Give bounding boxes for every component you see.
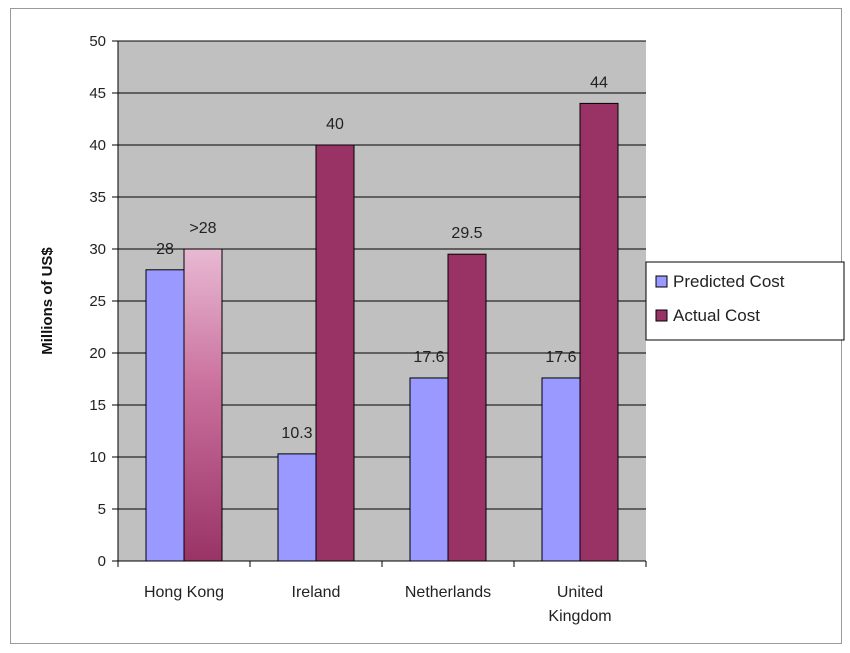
x-tick-label: Netherlands — [405, 584, 491, 601]
category-labels: Hong Kong Ireland Netherlands United Kingdom — [144, 584, 612, 625]
y-tick-label: 5 — [98, 501, 106, 518]
data-label: >28 — [189, 220, 216, 237]
bars — [145, 102, 619, 562]
y-tick-label: 30 — [89, 241, 106, 258]
x-tick-label: Hong Kong — [144, 584, 224, 601]
data-label: 44 — [590, 74, 608, 91]
y-tick-label: 15 — [89, 397, 106, 414]
data-label: 10.3 — [281, 425, 312, 442]
legend-label: Predicted Cost — [673, 272, 785, 291]
y-tick-label: 40 — [89, 137, 106, 154]
data-label: 17.6 — [545, 349, 576, 366]
y-tick-label: 45 — [89, 85, 106, 102]
x-tick-label: Ireland — [292, 584, 341, 601]
legend-swatch — [655, 309, 668, 322]
data-label: 17.6 — [413, 349, 444, 366]
bar-predicted-netherlands — [409, 377, 449, 562]
bar-actual-ireland — [315, 144, 355, 562]
bar-actual-hong-kong — [183, 248, 223, 562]
data-label: 29.5 — [451, 225, 482, 242]
y-tick-label: 50 — [89, 33, 106, 50]
y-tick-label: 20 — [89, 345, 106, 362]
y-tick-label: 10 — [89, 449, 106, 466]
x-tick-label: United — [557, 584, 603, 601]
y-tick-label: 35 — [89, 189, 106, 206]
bar-predicted-united-kingdom — [541, 377, 581, 562]
data-labels: 28 >28 10.3 40 17.6 29.5 17.6 44 — [156, 74, 608, 441]
y-axis-label: Millions of US$ — [39, 247, 56, 355]
legend-label: Actual Cost — [673, 306, 760, 325]
x-tick-label: Kingdom — [548, 608, 611, 625]
bar-predicted-ireland — [277, 453, 317, 562]
bar-actual-netherlands — [447, 253, 487, 562]
bar-predicted-hong-kong — [145, 269, 185, 562]
legend-box — [645, 261, 845, 341]
y-tick-label: 0 — [98, 553, 106, 570]
data-label: 40 — [326, 116, 344, 133]
bar-actual-united-kingdom — [579, 102, 619, 562]
data-label: 28 — [156, 241, 174, 258]
legend: Predicted Cost Actual Cost — [645, 261, 845, 341]
y-tick-label: 25 — [89, 293, 106, 310]
legend-swatch — [655, 275, 668, 288]
